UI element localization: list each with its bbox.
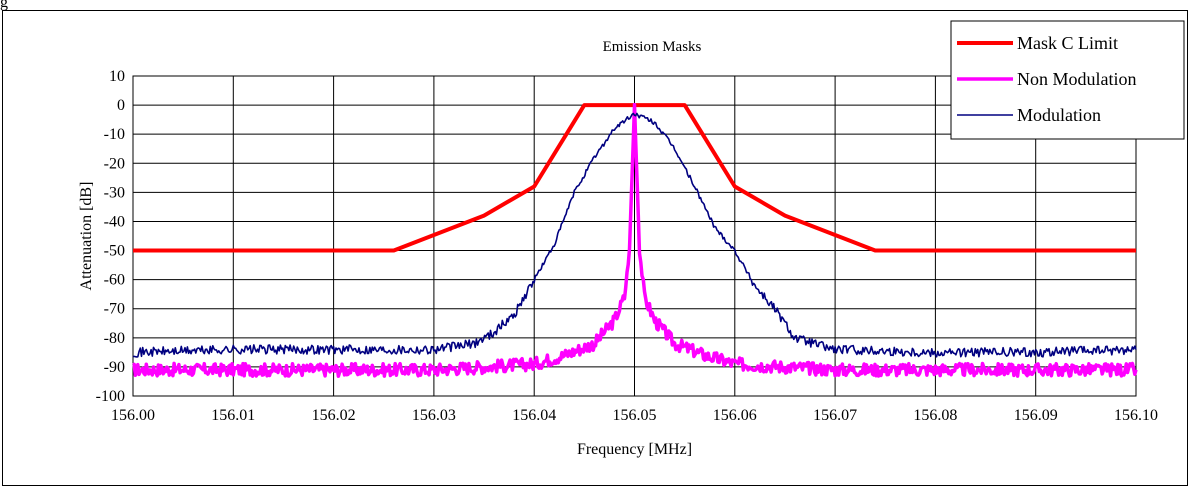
series-layer (132, 102, 1138, 378)
plot-area (132, 75, 1137, 397)
x-tick-label: 156.07 (813, 407, 857, 424)
y-tick-label: -10 (104, 126, 125, 143)
x-tick-label: 156.05 (613, 407, 657, 424)
x-tick-label: 156.09 (1014, 407, 1058, 424)
tick-labels: 156.00 156.01 156.02 156.03 156.04 156.05 156.… (96, 68, 1158, 424)
series-line-non-modulation (132, 102, 1138, 378)
y-tick-label: -30 (104, 184, 125, 201)
x-tick-label: 156.10 (1114, 407, 1158, 424)
chart-title: Emission Masks (603, 39, 702, 55)
x-tick-label: 156.00 (111, 407, 155, 424)
x-tick-label: 156.04 (512, 407, 556, 424)
emission-masks-chart: 156.00 156.01 156.02 156.03 156.04 156.05 156.… (78, 20, 1185, 458)
x-tick-label: 156.06 (713, 407, 757, 424)
y-axis-title: Attenuation [dB] (78, 182, 95, 291)
legend-label: Modulation (1017, 105, 1101, 125)
corner-label: g (0, 0, 8, 11)
x-tick-label: 156.03 (412, 407, 456, 424)
y-tick-label: -80 (104, 330, 125, 347)
x-tick-label: 156.08 (913, 407, 957, 424)
y-tick-label: 10 (109, 68, 125, 85)
legend-label: Mask C Limit (1017, 33, 1118, 53)
x-tick-label: 156.01 (211, 407, 255, 424)
legend: Mask C Limit Non Modulation Modulation (950, 20, 1185, 140)
y-tick-label: -70 (104, 301, 125, 318)
y-tick-label: -100 (96, 388, 125, 405)
x-axis-title: Frequency [MHz] (577, 441, 692, 458)
y-tick-label: 0 (117, 97, 125, 114)
y-tick-label: -20 (104, 155, 125, 172)
y-tick-label: -90 (104, 359, 125, 376)
x-tick-label: 156.02 (312, 407, 356, 424)
y-tick-label: -40 (104, 213, 125, 230)
chart-frame: 156.00 156.01 156.02 156.03 156.04 156.05 156.… (2, 10, 1188, 486)
y-tick-label: -60 (104, 272, 125, 289)
legend-label: Non Modulation (1017, 69, 1137, 89)
series-line-modulation (132, 112, 1137, 358)
y-tick-label: -50 (104, 243, 125, 260)
